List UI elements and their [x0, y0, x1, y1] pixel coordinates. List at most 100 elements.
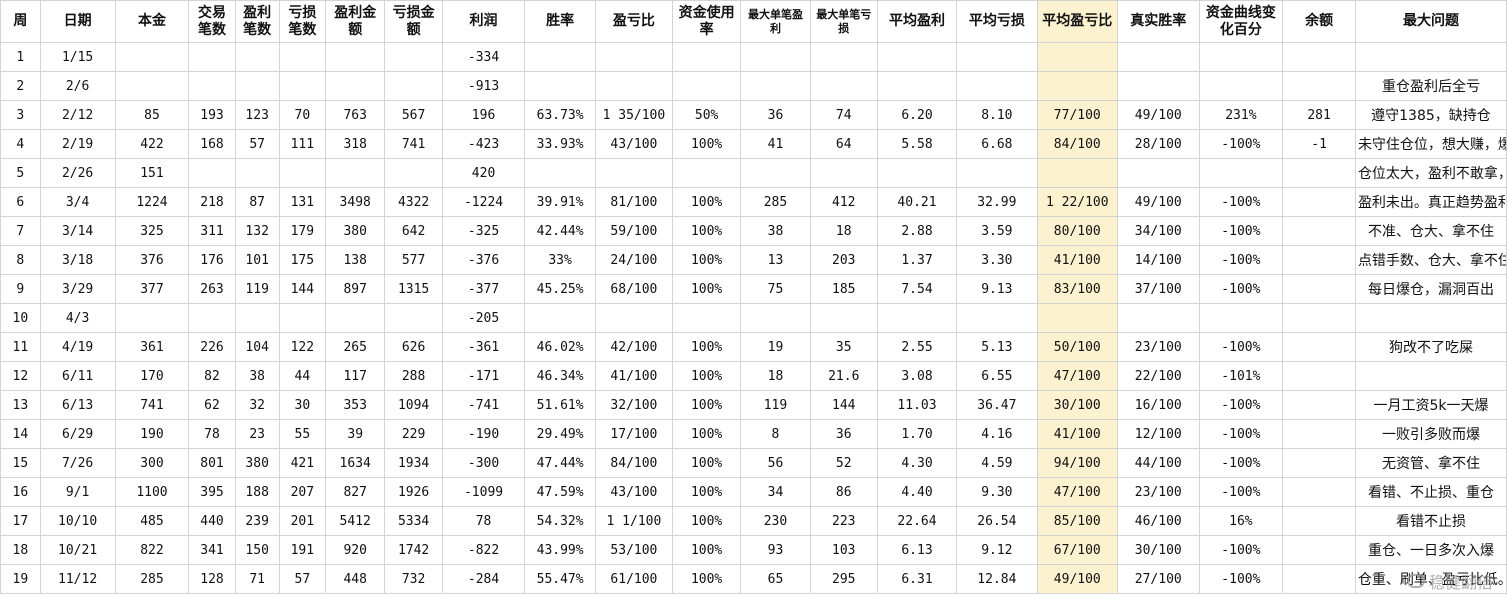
table-cell[interactable]: 29.49% — [524, 419, 596, 449]
table-cell[interactable]: 44 — [278, 361, 326, 391]
table-cell[interactable]: 34 — [740, 477, 811, 507]
table-cell[interactable] — [1282, 187, 1356, 217]
column-header[interactable]: 亏损笔数 — [278, 0, 326, 43]
table-cell[interactable] — [114, 71, 190, 101]
table-cell[interactable]: 111 — [278, 129, 326, 159]
table-cell[interactable]: 47.44% — [524, 448, 596, 478]
column-header[interactable]: 周 — [0, 0, 41, 43]
table-cell[interactable]: 100% — [671, 564, 742, 594]
table-cell[interactable]: 448 — [324, 564, 386, 594]
table-cell[interactable]: -100% — [1198, 448, 1284, 478]
table-cell[interactable] — [956, 158, 1038, 188]
table-cell[interactable]: 229 — [384, 419, 443, 449]
table-cell[interactable]: -361 — [441, 332, 526, 362]
table-cell[interactable] — [594, 158, 673, 188]
table-cell[interactable] — [809, 71, 878, 101]
table-cell[interactable]: 288 — [384, 361, 443, 391]
table-cell[interactable]: 188 — [234, 477, 280, 507]
table-cell[interactable] — [188, 303, 236, 333]
column-header[interactable]: 胜率 — [524, 0, 596, 43]
table-cell[interactable]: 763 — [324, 100, 386, 130]
table-cell[interactable]: 128 — [188, 564, 236, 594]
table-cell[interactable]: 311 — [188, 216, 236, 246]
table-cell[interactable]: 218 — [188, 187, 236, 217]
table-cell[interactable]: 1 35/100 — [594, 100, 673, 130]
table-cell[interactable]: 263 — [188, 274, 236, 304]
table-cell[interactable]: 196 — [441, 100, 526, 130]
table-cell[interactable] — [594, 42, 673, 72]
table-cell[interactable]: 10/21 — [39, 535, 116, 565]
table-cell[interactable]: 43.99% — [524, 535, 596, 565]
table-cell[interactable] — [1282, 361, 1356, 391]
table-cell[interactable]: 无资管、拿不住 — [1354, 448, 1507, 478]
table-cell[interactable]: 38 — [740, 216, 811, 246]
table-cell[interactable]: 47/100 — [1036, 361, 1119, 391]
table-cell[interactable]: -100% — [1198, 564, 1284, 594]
table-cell[interactable] — [1282, 390, 1356, 420]
table-cell[interactable]: -100% — [1198, 332, 1284, 362]
table-cell[interactable]: 84/100 — [594, 448, 673, 478]
table-cell[interactable]: 52 — [809, 448, 878, 478]
table-cell[interactable]: 104 — [234, 332, 280, 362]
table-cell[interactable]: -376 — [441, 245, 526, 275]
table-cell[interactable]: 1 22/100 — [1036, 187, 1119, 217]
table-cell[interactable]: 62 — [188, 390, 236, 420]
table-cell[interactable]: 100% — [671, 506, 742, 536]
table-cell[interactable]: 1742 — [384, 535, 443, 565]
table-cell[interactable] — [1282, 419, 1356, 449]
column-header[interactable]: 最大单笔盈利 — [740, 0, 811, 43]
table-cell[interactable] — [1198, 303, 1284, 333]
table-cell[interactable]: 5.13 — [956, 332, 1038, 362]
table-cell[interactable]: 28/100 — [1117, 129, 1200, 159]
table-cell[interactable]: 50/100 — [1036, 332, 1119, 362]
table-cell[interactable]: -100% — [1198, 419, 1284, 449]
table-cell[interactable]: 40.21 — [876, 187, 958, 217]
table-cell[interactable]: 3498 — [324, 187, 386, 217]
table-cell[interactable]: 26.54 — [956, 506, 1038, 536]
table-cell[interactable] — [1282, 535, 1356, 565]
table-cell[interactable]: 4322 — [384, 187, 443, 217]
table-cell[interactable]: 9 — [0, 274, 41, 304]
table-cell[interactable]: 3.08 — [876, 361, 958, 391]
table-cell[interactable]: 421 — [278, 448, 326, 478]
table-cell[interactable]: 看错、不止损、重仓 — [1354, 477, 1507, 507]
table-cell[interactable] — [1282, 477, 1356, 507]
table-cell[interactable]: 626 — [384, 332, 443, 362]
table-cell[interactable]: 420 — [441, 158, 526, 188]
table-cell[interactable]: 1634 — [324, 448, 386, 478]
table-cell[interactable]: 119 — [740, 390, 811, 420]
table-cell[interactable]: 100% — [671, 216, 742, 246]
column-header[interactable]: 本金 — [114, 0, 190, 43]
table-cell[interactable]: 87 — [234, 187, 280, 217]
table-cell[interactable] — [1282, 245, 1356, 275]
table-cell[interactable]: 30/100 — [1117, 535, 1200, 565]
table-cell[interactable]: 1.70 — [876, 419, 958, 449]
table-cell[interactable] — [1354, 42, 1507, 72]
table-cell[interactable]: 325 — [114, 216, 190, 246]
table-cell[interactable]: 741 — [114, 390, 190, 420]
table-cell[interactable]: 41 — [740, 129, 811, 159]
column-header[interactable]: 资金使用率 — [671, 0, 742, 43]
column-header[interactable]: 平均亏损 — [956, 0, 1038, 43]
table-cell[interactable]: 仓重、刷单、盈亏比低。原油0.5一单亏完 — [1354, 564, 1507, 594]
table-cell[interactable]: 138 — [324, 245, 386, 275]
table-cell[interactable] — [384, 158, 443, 188]
table-cell[interactable]: 144 — [278, 274, 326, 304]
table-cell[interactable]: 65 — [740, 564, 811, 594]
table-cell[interactable]: 100% — [671, 361, 742, 391]
table-cell[interactable]: 54.32% — [524, 506, 596, 536]
table-cell[interactable]: 3/4 — [39, 187, 116, 217]
table-cell[interactable]: 39.91% — [524, 187, 596, 217]
table-cell[interactable]: -741 — [441, 390, 526, 420]
table-cell[interactable]: 6.20 — [876, 100, 958, 130]
table-cell[interactable]: 重仓、一日多次入爆 — [1354, 535, 1507, 565]
table-cell[interactable]: 1224 — [114, 187, 190, 217]
table-cell[interactable]: 64 — [809, 129, 878, 159]
table-cell[interactable] — [876, 71, 958, 101]
table-cell[interactable]: 100% — [671, 187, 742, 217]
table-cell[interactable] — [1282, 71, 1356, 101]
table-cell[interactable]: 732 — [384, 564, 443, 594]
column-header[interactable]: 余额 — [1282, 0, 1356, 43]
table-cell[interactable]: -100% — [1198, 390, 1284, 420]
table-cell[interactable] — [809, 42, 878, 72]
